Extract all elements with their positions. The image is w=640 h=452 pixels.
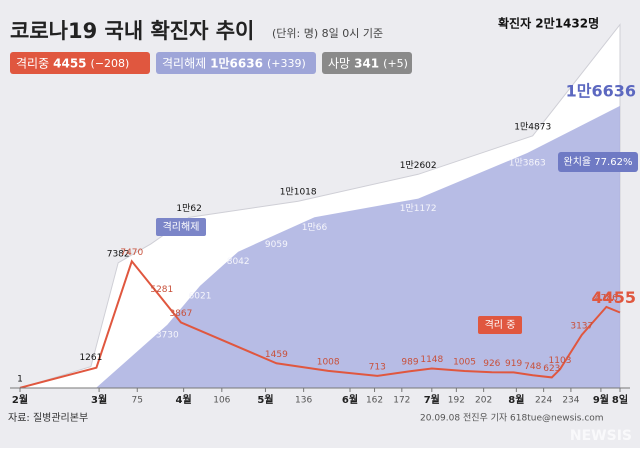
- x-tick-label: 192: [448, 396, 465, 406]
- annotation-released: 격리해제: [163, 220, 200, 233]
- chart-title: 코로나19 국내 확진자 추이: [10, 19, 254, 43]
- released-area: [20, 105, 620, 389]
- credit: 20.09.08 전진우 기자 618tue@newsis.com: [420, 413, 604, 424]
- annotation-box: [156, 218, 206, 236]
- legend-box: [10, 52, 150, 74]
- data-label: 1만4873: [514, 121, 551, 132]
- annotation-rate: 완치율 77.62%: [564, 156, 633, 168]
- data-label: 1만66: [302, 222, 328, 233]
- legend-box: [322, 52, 412, 74]
- data-label: 3730: [156, 330, 179, 340]
- x-tick-label: 234: [562, 396, 579, 406]
- data-label: 926: [483, 359, 500, 369]
- data-label: 3137: [570, 321, 593, 331]
- data-label: 1148: [420, 355, 443, 365]
- data-label: 6021: [189, 291, 212, 301]
- data-label: 24: [91, 393, 103, 403]
- legend-box: [156, 52, 316, 74]
- watermark: NEWSIS: [570, 428, 632, 444]
- data-label: 1만2602: [400, 160, 437, 171]
- x-tick-label: 162: [366, 396, 383, 406]
- data-label: 1만1018: [280, 187, 317, 198]
- data-label: 1만6636: [566, 81, 636, 100]
- data-label: 4455: [591, 288, 636, 307]
- x-tick-label: 6월: [342, 394, 358, 406]
- legend-change: (+339): [267, 57, 306, 70]
- legend-label: 격리중: [16, 57, 49, 71]
- x-tick-label: 136: [295, 396, 312, 406]
- x-tick-label: 7월: [424, 394, 440, 406]
- annotation-total: 확진자 2만1432명: [498, 16, 599, 31]
- data-label: 919: [505, 359, 522, 369]
- x-tick-label: 8월: [508, 394, 524, 406]
- data-label: 623: [543, 364, 560, 374]
- data-label: 1459: [265, 350, 288, 360]
- plot: 격리중 4455 (−208) 격리해제 1만6636 (+339) 사망 341 (+5)11…: [10, 16, 638, 406]
- legend-value: 1만6636: [210, 56, 263, 71]
- data-label: 1008: [317, 357, 340, 367]
- x-tick-label: 75: [132, 396, 143, 406]
- data-label: 713: [369, 362, 386, 372]
- x-tick-label: 5월: [257, 394, 273, 406]
- data-label: 9059: [265, 240, 288, 250]
- data-label: 3867: [169, 309, 192, 319]
- data-label: 1만62: [176, 203, 201, 214]
- annotation-isolation: 격리 중: [485, 318, 516, 331]
- legend-value: 4455: [53, 57, 86, 71]
- chart-subtitle: (단위: 명) 8일 0시 기준: [272, 26, 383, 40]
- data-label: 748: [524, 362, 541, 372]
- x-tick-label: 3월: [91, 394, 107, 406]
- x-tick-label: 106: [213, 396, 230, 406]
- data-label: 7382: [107, 249, 130, 259]
- legend-label: 격리해제: [162, 57, 206, 71]
- x-tick-label: 2월: [12, 394, 28, 406]
- data-label: 1만1172: [400, 203, 437, 214]
- data-label: 8042: [227, 257, 250, 267]
- x-tick-label: 202: [475, 396, 492, 406]
- x-tick-label: 8일: [612, 393, 628, 406]
- annotation-box: [558, 152, 638, 172]
- source: 자료: 질병관리본부: [8, 412, 88, 424]
- data-label: 1만3863: [509, 157, 546, 168]
- data-label: 989: [401, 358, 418, 368]
- data-label: 7470: [120, 248, 143, 258]
- data-label: 1: [17, 374, 23, 384]
- data-label: 1103: [549, 356, 572, 366]
- data-label: 1005: [453, 357, 476, 367]
- annotation-box: [478, 316, 522, 334]
- data-label: 5281: [150, 285, 173, 295]
- legend-change: (+5): [383, 57, 408, 70]
- data-label: 1261: [79, 353, 102, 363]
- legend-value: 341: [354, 57, 379, 71]
- legend-change: (−208): [91, 57, 130, 70]
- x-tick-label: 224: [535, 396, 552, 406]
- isolation-line: [19, 259, 621, 389]
- data-label: 4786: [595, 293, 618, 303]
- x-tick-label: 9월: [593, 394, 609, 406]
- legend-label: 사망: [328, 57, 350, 71]
- x-tick-label: 4월: [176, 394, 192, 406]
- x-tick-label: 172: [393, 396, 410, 406]
